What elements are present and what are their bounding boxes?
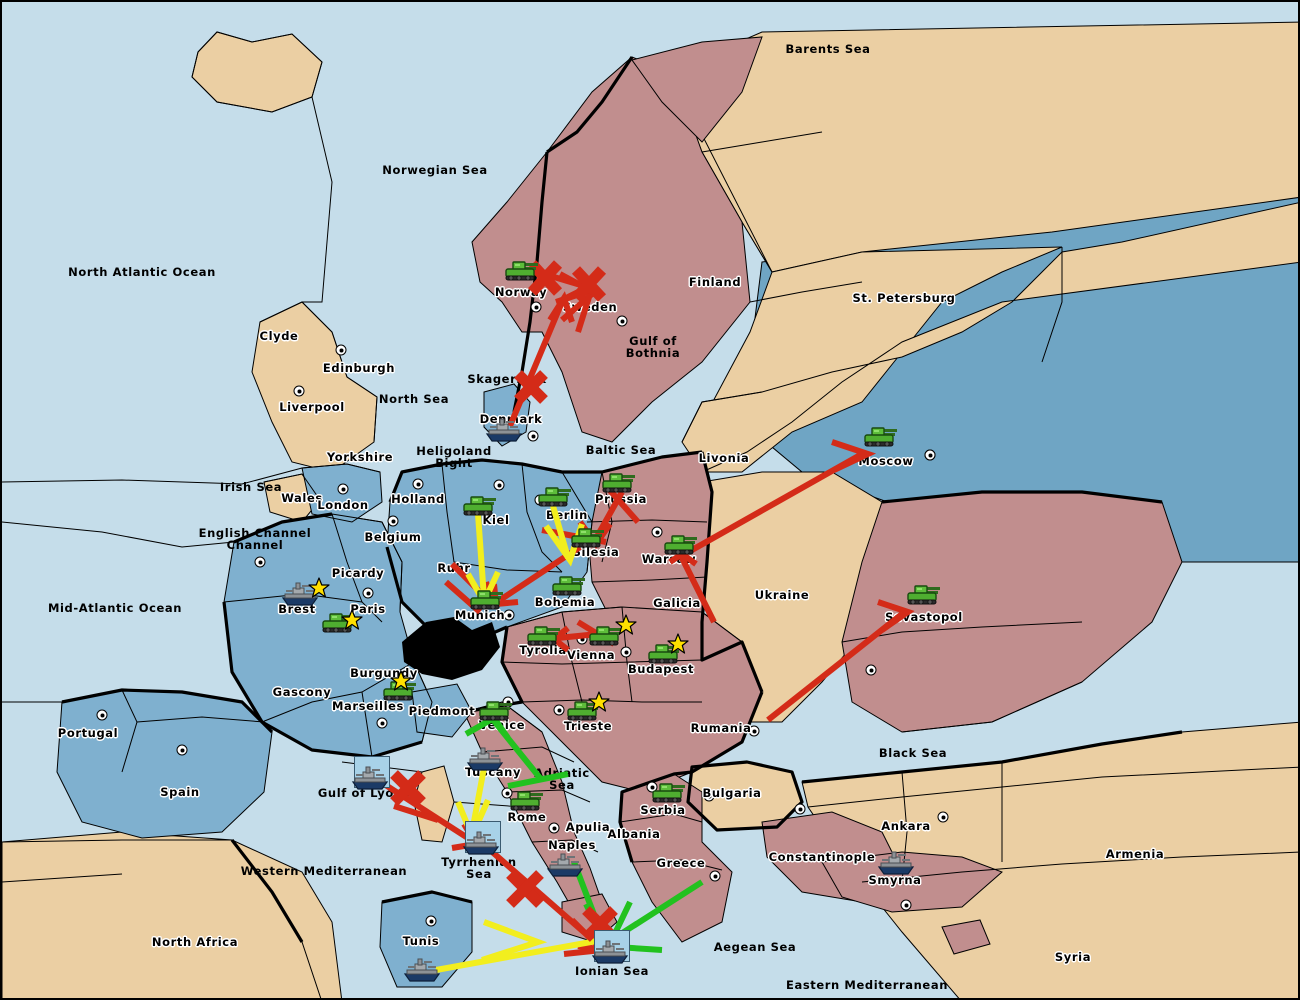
army-unit-icon[interactable] [650, 779, 688, 805]
supply-center-dot[interactable] [501, 787, 513, 799]
supply-center-dot[interactable] [376, 717, 388, 729]
supply-center-dot[interactable] [865, 664, 877, 676]
army-unit-icon[interactable] [525, 622, 563, 648]
supply-center-dot[interactable] [362, 587, 374, 599]
fleet-unit-icon[interactable] [280, 581, 320, 607]
supply-center-dot[interactable] [412, 478, 424, 490]
supply-center-dot[interactable] [548, 822, 560, 834]
army-unit-icon[interactable] [662, 531, 700, 557]
fleet-unit-icon[interactable] [461, 830, 501, 856]
fleet-unit-icon[interactable] [484, 417, 524, 443]
fleet-unit-icon[interactable] [876, 850, 916, 876]
supply-center-dot[interactable] [293, 385, 305, 397]
supply-center-dot[interactable] [616, 315, 628, 327]
hold-star-icon [588, 691, 610, 717]
supply-center-dot[interactable] [794, 803, 806, 815]
supply-center-dot[interactable] [924, 449, 936, 461]
supply-center-dot[interactable] [503, 609, 515, 621]
supply-center-dot[interactable] [651, 526, 663, 538]
army-unit-icon[interactable] [503, 257, 541, 283]
army-unit-icon[interactable] [477, 697, 515, 723]
hold-star-icon [341, 609, 363, 635]
army-unit-icon[interactable] [468, 586, 506, 612]
fleet-unit-icon[interactable] [402, 957, 442, 983]
supply-center-dot[interactable] [900, 899, 912, 911]
fleet-unit-icon[interactable] [590, 939, 630, 965]
supply-center-dot[interactable] [937, 811, 949, 823]
hold-star-icon [667, 633, 689, 659]
supply-center-dot[interactable] [335, 344, 347, 356]
army-unit-icon[interactable] [508, 787, 546, 813]
supply-center-dot[interactable] [576, 633, 588, 645]
supply-center-dot[interactable] [709, 870, 721, 882]
army-unit-icon[interactable] [646, 640, 684, 666]
supply-center-dot[interactable] [96, 709, 108, 721]
supply-center-dot[interactable] [176, 744, 188, 756]
supply-center-dot[interactable] [530, 301, 542, 313]
army-unit-icon[interactable] [565, 697, 603, 723]
hold-star-icon [308, 577, 330, 603]
army-unit-icon[interactable] [461, 492, 499, 518]
supply-center-dot[interactable] [254, 556, 266, 568]
fleet-unit-icon[interactable] [465, 746, 505, 772]
supply-center-dot[interactable] [553, 704, 565, 716]
army-unit-icon[interactable] [862, 423, 900, 449]
supply-center-dot[interactable] [425, 915, 437, 927]
army-unit-icon[interactable] [600, 469, 638, 495]
army-unit-icon[interactable] [550, 572, 588, 598]
supply-center-dot[interactable] [703, 790, 715, 802]
supply-center-dot[interactable] [337, 483, 349, 495]
hold-star-icon [390, 670, 412, 696]
army-unit-icon[interactable] [569, 524, 607, 550]
supply-center-dot[interactable] [527, 430, 539, 442]
army-unit-icon[interactable] [536, 483, 574, 509]
supply-center-dot[interactable] [748, 725, 760, 737]
army-unit-icon[interactable] [905, 581, 943, 607]
supply-center-dot[interactable] [620, 646, 632, 658]
hold-star-icon [615, 614, 637, 640]
supply-center-dot[interactable] [493, 479, 505, 491]
supply-center-dot[interactable] [646, 781, 658, 793]
fleet-unit-icon[interactable] [545, 852, 585, 878]
fleet-unit-icon[interactable] [350, 765, 390, 791]
supply-center-dot[interactable] [387, 515, 399, 527]
